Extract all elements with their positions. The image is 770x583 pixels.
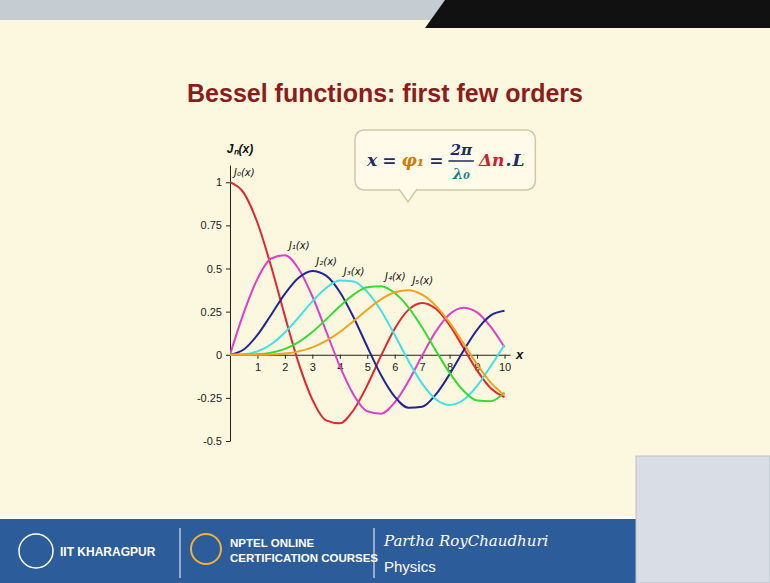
curve-label: J₂(x) [314, 256, 337, 267]
x-tick-label: 7 [420, 361, 426, 373]
x-tick-mark [367, 355, 368, 359]
formula-callout: x=φ₁=2πλ₀Δn.L [355, 130, 535, 202]
y-tick-label: -0.5 [203, 435, 222, 447]
x-tick-mark [285, 355, 286, 359]
plot-area [230, 182, 505, 423]
y-tick-mark [226, 398, 230, 399]
x-tick-mark [450, 355, 451, 359]
y-tick: -0.25 [197, 392, 230, 404]
x-tick-label: 2 [282, 361, 288, 373]
formula-part: . [505, 150, 511, 170]
course-name: NPTEL ONLINE [230, 537, 314, 549]
y-tick: 0 [216, 349, 230, 361]
instructor-name: Partha RoyChaudhuri [383, 532, 549, 550]
y-tick-mark [226, 225, 230, 226]
title: Bessel functions: first few orders [187, 79, 583, 107]
top-band-dark [425, 0, 770, 28]
series-line [230, 286, 505, 401]
formula-box [355, 130, 535, 190]
curve-label: J₅(x) [410, 275, 433, 286]
y-tick-mark [226, 269, 230, 270]
x-tick: 5 [365, 355, 371, 373]
formula-part: L [511, 150, 524, 170]
y-tick-label: 1 [216, 176, 222, 188]
curve-label: J₄(x) [383, 271, 406, 282]
y-tick-label: -0.25 [197, 392, 222, 404]
y-tick: 1 [216, 176, 230, 188]
x-axis-title: x [515, 347, 524, 362]
series-line [230, 281, 505, 405]
y-tick: 0.75 [201, 219, 230, 231]
x-tick-mark [312, 355, 313, 359]
curve-label: J₁(x) [287, 240, 310, 251]
x-tick-mark [477, 355, 478, 359]
fraction-bar [448, 160, 473, 162]
y-tick: -0.5 [203, 435, 230, 447]
formula-part: Δn [478, 150, 505, 170]
y-tick-mark [226, 355, 230, 356]
y-axis-line [230, 166, 231, 442]
presenter-video [636, 456, 770, 583]
x-tick: 1 [255, 355, 261, 373]
series-line [230, 290, 505, 395]
y-tick-label: 0.5 [207, 263, 222, 275]
footer-separator [374, 528, 375, 578]
y-tick-label: 0.75 [201, 219, 222, 231]
y-axis-title: Jₙ(x) [227, 142, 253, 156]
formula-tail [399, 189, 417, 202]
background [0, 0, 770, 583]
formula-part: = [382, 150, 396, 170]
y-axis: -0.5 -0.25 0 0.25 0.5 0.75 1 [197, 166, 231, 448]
x-tick-label: 3 [310, 361, 316, 373]
x-tick-mark [395, 355, 396, 359]
series-line [230, 255, 505, 413]
y-tick-label: 0.25 [201, 306, 222, 318]
formula-numerator: 2π [449, 141, 472, 159]
x-tick-label: 6 [392, 361, 398, 373]
course-name: CERTIFICATION COURSES [230, 552, 378, 564]
x-tick-mark [340, 355, 341, 359]
x-tick-mark [505, 355, 506, 359]
y-tick: 0.25 [201, 306, 230, 318]
x-tick-label: 1 [255, 361, 261, 373]
x-tick: 10 [499, 355, 511, 373]
x-tick: 3 [310, 355, 316, 373]
institute-logo [19, 534, 53, 568]
footer-separator [180, 528, 181, 578]
curve-label: J₃(x) [342, 266, 365, 277]
course-logo [191, 534, 221, 564]
y-tick-mark [226, 441, 230, 442]
x-tick-label: 10 [499, 361, 511, 373]
x-tick-label: 5 [365, 361, 371, 373]
y-tick-mark [226, 312, 230, 313]
y-tick-mark [226, 182, 230, 183]
y-tick-label: 0 [216, 349, 222, 361]
formula-part: x [366, 150, 378, 170]
formula-denominator: λ₀ [452, 165, 471, 183]
series-line [230, 182, 505, 423]
curve-label: J₀(x) [232, 167, 255, 178]
slide: Bessel functions: first few orders123456… [0, 0, 770, 583]
x-tick: 2 [282, 355, 288, 373]
formula-part: φ₁ [401, 150, 424, 170]
subject: Physics [384, 558, 436, 575]
institute-name: IIT KHARAGPUR [60, 545, 156, 559]
series-line [230, 271, 505, 408]
formula-part: = [429, 150, 443, 170]
x-tick: 6 [392, 355, 398, 373]
y-tick: 0.5 [207, 263, 230, 275]
